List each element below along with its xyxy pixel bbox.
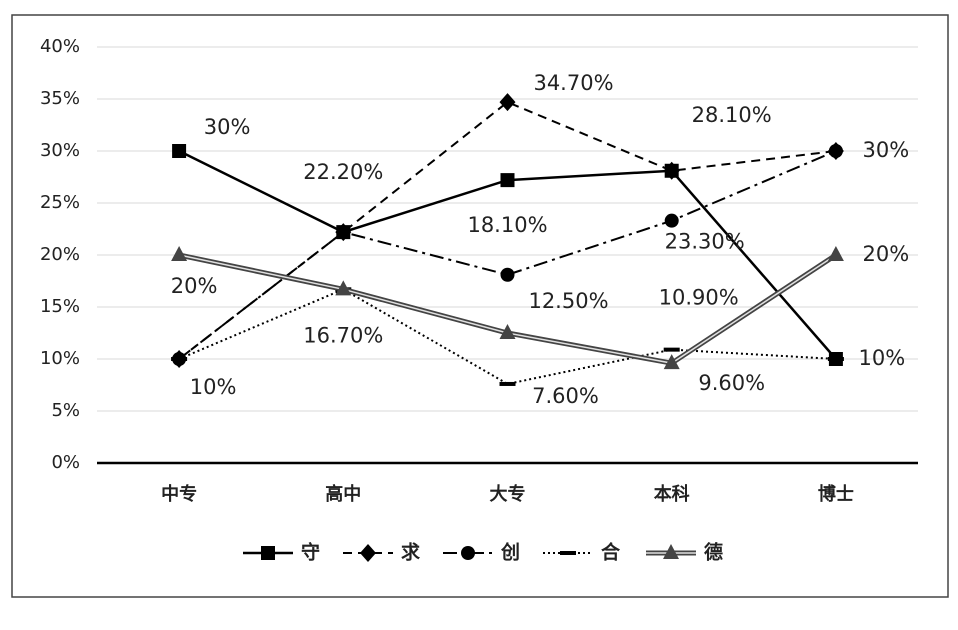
data-label: 18.10% [467, 213, 547, 237]
data-label: 10% [859, 346, 906, 370]
marker [171, 246, 188, 261]
y-tick-label: 10% [40, 348, 80, 369]
y-tick-label: 40% [40, 36, 80, 57]
data-label: 20% [171, 274, 218, 298]
legend-marker [360, 544, 376, 562]
marker [171, 357, 188, 361]
x-tick-label: 大专 [490, 483, 526, 505]
data-label: 22.20% [303, 160, 383, 184]
data-label: 28.10% [692, 103, 772, 127]
marker [827, 246, 844, 261]
legend-label: 合 [601, 541, 621, 564]
legend-marker [663, 544, 679, 559]
y-tick-label: 20% [40, 244, 80, 265]
y-tick-label: 15% [40, 296, 80, 317]
marker [827, 357, 844, 361]
marker [663, 354, 680, 370]
data-label: 7.60% [532, 384, 599, 408]
legend-marker [461, 546, 475, 560]
chart-frame [11, 14, 949, 598]
data-label: 20% [863, 242, 910, 266]
legend-marker [560, 551, 576, 555]
marker [828, 144, 843, 158]
x-tick-label: 中专 [161, 483, 197, 505]
marker [500, 267, 515, 282]
legend-label: 求 [401, 541, 421, 564]
legend-label: 创 [500, 541, 520, 564]
x-tick-label: 高中 [325, 483, 361, 505]
data-label: 10.90% [659, 286, 739, 310]
series-line [178, 288, 836, 386]
data-label: 9.60% [698, 371, 765, 395]
data-label: 34.70% [533, 71, 613, 95]
marker [663, 347, 680, 352]
legend-label: 德 [704, 541, 723, 564]
data-label: 23.30% [665, 230, 745, 254]
marker [500, 173, 515, 188]
legend-marker [261, 546, 275, 560]
marker [335, 280, 352, 296]
marker [336, 225, 351, 240]
y-tick-label: 30% [40, 140, 80, 161]
y-tick-label: 35% [40, 88, 80, 109]
y-tick-label: 0% [51, 452, 80, 473]
marker [663, 161, 680, 180]
marker [664, 213, 679, 228]
x-tick-label: 本科 [654, 483, 690, 505]
y-tick-label: 25% [40, 192, 80, 213]
data-label: 30% [204, 115, 251, 139]
data-label: 30% [863, 138, 910, 162]
x-tick-label: 博士 [818, 483, 854, 505]
marker [499, 93, 516, 112]
data-label: 10% [190, 375, 237, 399]
data-label: 16.70% [303, 323, 383, 347]
data-label: 12.50% [528, 289, 608, 313]
legend-label: 守 [301, 541, 320, 564]
marker [172, 144, 187, 158]
y-tick-label: 5% [51, 400, 80, 421]
marker [499, 324, 516, 339]
series-line [178, 150, 837, 360]
marker [499, 381, 516, 386]
